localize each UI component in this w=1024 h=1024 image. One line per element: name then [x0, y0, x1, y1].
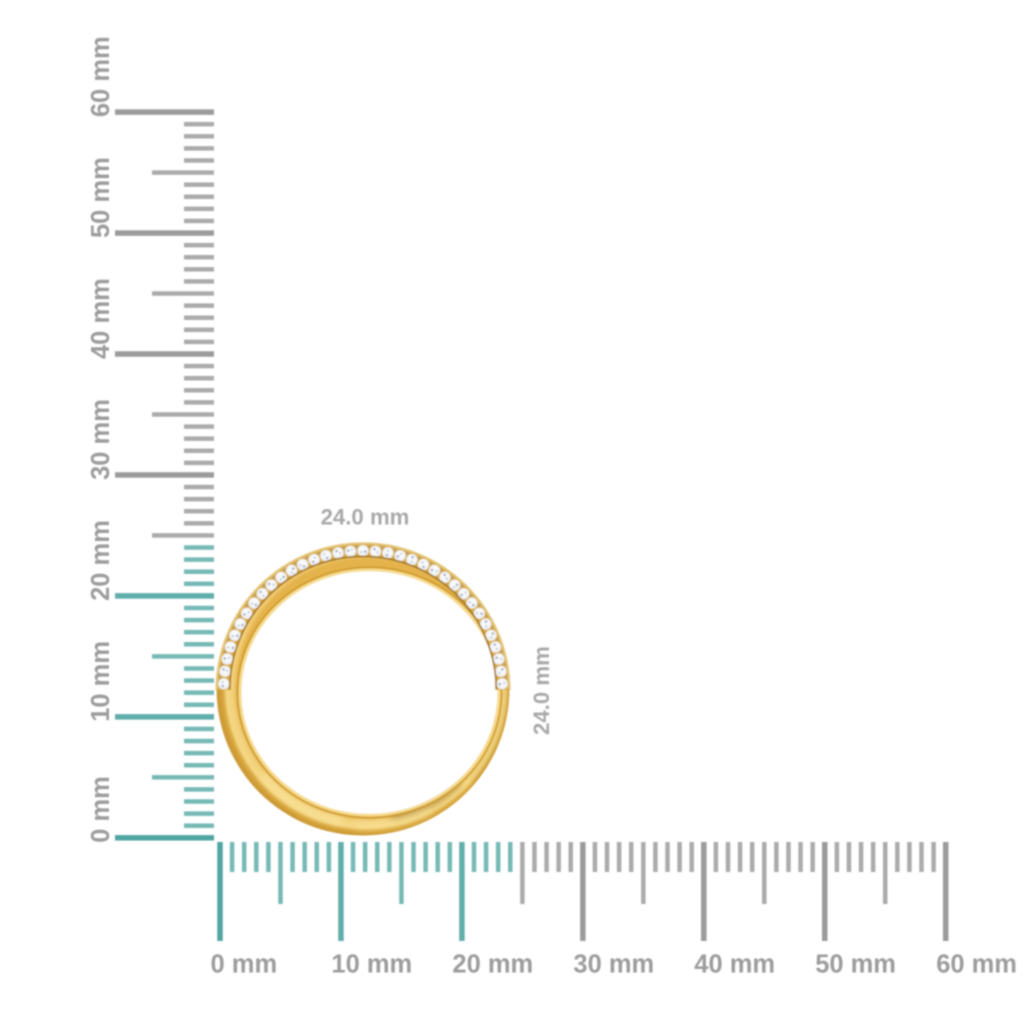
svg-text:0 mm: 0 mm — [211, 951, 278, 979]
svg-text:60 mm: 60 mm — [87, 36, 115, 117]
svg-text:40 mm: 40 mm — [87, 278, 115, 359]
svg-text:10 mm: 10 mm — [331, 951, 412, 979]
svg-text:20 mm: 20 mm — [87, 520, 115, 601]
svg-text:50 mm: 50 mm — [815, 951, 896, 979]
svg-text:24.0 mm: 24.0 mm — [321, 504, 410, 529]
svg-text:24.0 mm: 24.0 mm — [529, 646, 554, 735]
svg-text:50 mm: 50 mm — [87, 157, 115, 238]
svg-text:60 mm: 60 mm — [936, 951, 1017, 979]
svg-text:20 mm: 20 mm — [452, 951, 533, 979]
svg-text:40 mm: 40 mm — [694, 951, 775, 979]
svg-text:30 mm: 30 mm — [87, 399, 115, 480]
svg-text:10 mm: 10 mm — [87, 641, 115, 722]
svg-text:0 mm: 0 mm — [87, 776, 115, 843]
svg-text:30 mm: 30 mm — [573, 951, 654, 979]
